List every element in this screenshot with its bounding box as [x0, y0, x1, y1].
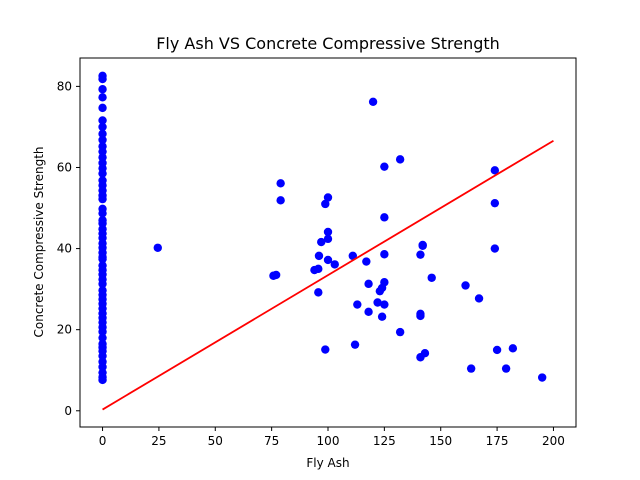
data-point	[98, 116, 107, 125]
data-point	[98, 103, 107, 113]
data-point	[98, 169, 107, 178]
data-point	[330, 260, 339, 269]
data-point	[98, 194, 107, 204]
data-point	[420, 349, 430, 358]
data-point	[317, 237, 326, 247]
data-point	[314, 264, 323, 274]
data-point	[380, 162, 389, 171]
y-axis: 0 20 40 60 80	[57, 79, 80, 418]
data-point	[98, 254, 107, 264]
x-tick-label: 175	[486, 434, 509, 448]
chart-title: Fly Ash VS Concrete Compressive Strength	[156, 34, 500, 53]
data-point	[416, 311, 425, 321]
x-tick-label: 125	[373, 434, 396, 448]
data-point	[490, 166, 500, 175]
data-point	[271, 270, 281, 280]
x-tick-label: 200	[542, 434, 565, 448]
x-tick-label: 25	[151, 434, 166, 448]
data-point	[395, 327, 405, 337]
data-point	[537, 373, 547, 382]
data-point	[98, 279, 107, 289]
data-point	[321, 345, 330, 354]
data-point	[350, 340, 360, 349]
data-point	[364, 307, 373, 317]
data-point	[474, 294, 484, 303]
data-point	[98, 74, 107, 84]
x-tick-label: 50	[208, 434, 223, 448]
data-point	[508, 344, 518, 353]
data-point	[466, 364, 476, 373]
data-point	[98, 122, 107, 132]
data-point	[380, 300, 389, 309]
y-tick-label: 80	[57, 79, 72, 93]
data-point	[348, 251, 357, 261]
x-axis: 0 25 50 75 100 125 150 175 200	[99, 427, 565, 448]
data-point	[501, 364, 511, 373]
data-point	[380, 278, 389, 287]
plot-area	[98, 71, 554, 411]
data-point	[98, 135, 107, 145]
data-point	[368, 97, 378, 106]
data-point	[153, 243, 162, 252]
data-point	[98, 129, 107, 139]
x-tick-label: 75	[264, 434, 279, 448]
x-tick-label: 0	[99, 434, 107, 448]
data-point	[362, 257, 371, 266]
data-point	[276, 196, 285, 205]
data-point	[380, 250, 389, 259]
data-point	[416, 250, 425, 259]
data-point	[323, 227, 333, 237]
data-point	[380, 213, 389, 222]
data-point	[98, 85, 107, 94]
data-point	[323, 193, 333, 202]
x-axis-label: Fly Ash	[306, 456, 349, 470]
data-point	[364, 279, 373, 289]
data-point	[395, 155, 405, 164]
data-point	[461, 281, 470, 290]
data-point	[323, 255, 333, 265]
regression-line	[102, 139, 554, 411]
data-point	[98, 375, 107, 385]
data-point	[98, 209, 107, 218]
data-point	[377, 312, 387, 321]
data-point	[98, 333, 107, 342]
y-tick-label: 40	[57, 242, 72, 256]
data-point	[418, 241, 427, 250]
x-tick-label: 150	[429, 434, 452, 448]
data-point	[490, 244, 500, 253]
y-axis-label: Concrete Compressive Strength	[32, 146, 46, 337]
y-tick-label: 60	[57, 160, 72, 174]
y-tick-label: 0	[64, 404, 72, 418]
data-point	[323, 234, 333, 244]
data-point	[98, 93, 107, 102]
x-tick-label: 100	[317, 434, 340, 448]
data-point	[490, 198, 500, 208]
data-point	[314, 251, 324, 261]
data-point	[373, 298, 382, 307]
data-point	[276, 179, 285, 188]
data-point	[492, 345, 502, 355]
data-point	[427, 273, 436, 282]
y-tick-label: 20	[57, 323, 72, 337]
data-point	[314, 288, 323, 297]
data-point	[353, 300, 362, 309]
data-point	[98, 327, 107, 336]
data-point	[321, 199, 330, 209]
